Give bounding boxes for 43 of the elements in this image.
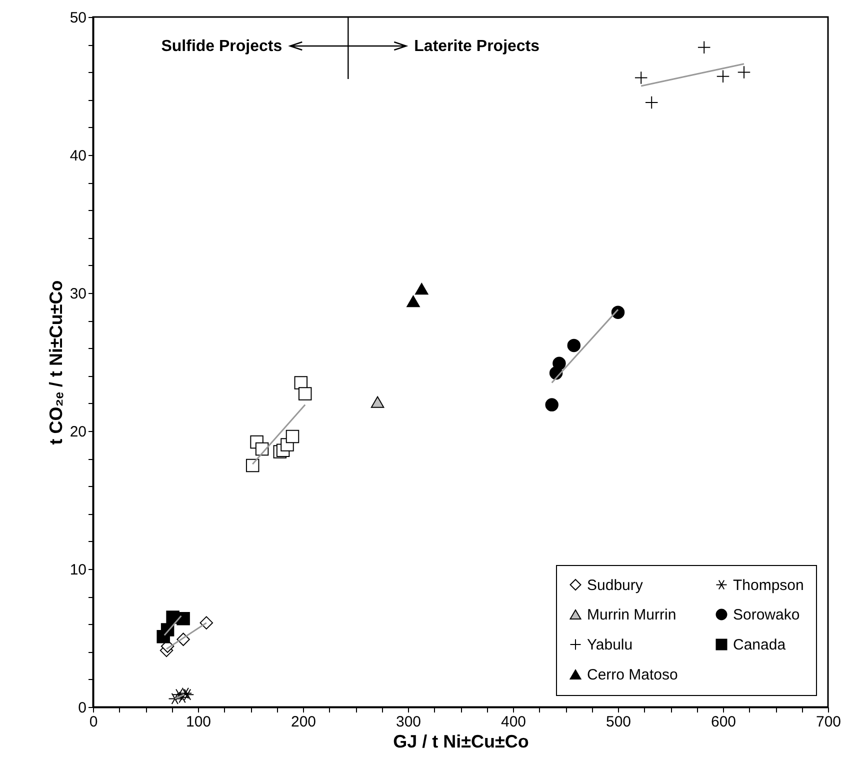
- legend-label: Sorowako: [733, 606, 800, 624]
- point: [697, 40, 711, 54]
- x-axis-title: GJ / t Ni±Cu±Co: [393, 732, 529, 752]
- annotation: Sulfide Projects: [161, 38, 282, 55]
- point: [716, 70, 730, 83]
- y-tick-label: 20: [70, 424, 86, 440]
- point: [552, 356, 566, 370]
- legend-label: Murrin Murrin: [587, 606, 676, 624]
- point: [286, 430, 300, 444]
- point: [406, 295, 420, 308]
- x-tick-label: 400: [500, 714, 526, 730]
- y-tick-label: 40: [70, 148, 86, 164]
- point: [611, 306, 625, 319]
- y-tick-label: 50: [70, 10, 86, 26]
- point: [737, 66, 751, 79]
- legend-label: Cerro Matoso: [587, 666, 678, 684]
- x-tick-label: 500: [606, 714, 632, 730]
- y-tick-label: 30: [70, 286, 86, 302]
- point: [246, 458, 260, 472]
- point: [298, 387, 312, 400]
- point: [200, 616, 214, 630]
- point: [634, 71, 648, 84]
- legend-label: Sudbury: [587, 576, 644, 594]
- legend-label: Yabulu: [587, 636, 633, 654]
- point: [644, 96, 658, 110]
- annotation: Laterite Projects: [414, 38, 540, 55]
- y-tick-label: 10: [70, 562, 86, 578]
- point: [370, 396, 384, 408]
- x-tick-label: 700: [816, 714, 842, 730]
- point: [567, 338, 581, 352]
- point: [415, 283, 428, 295]
- x-tick-label: 600: [710, 714, 736, 730]
- x-tick-label: 300: [396, 714, 422, 730]
- y-tick-label: 0: [78, 700, 86, 716]
- x-tick-label: 100: [186, 714, 212, 730]
- x-tick-label: 200: [290, 714, 316, 730]
- legend-label: Canada: [733, 636, 786, 654]
- point: [545, 398, 558, 412]
- point: [176, 612, 190, 626]
- y-axis-title: t CO₂ₑ / t Ni±Cu±Co: [46, 280, 66, 445]
- x-tick-label: 0: [89, 714, 98, 730]
- legend-label: Thompson: [733, 576, 804, 594]
- point: [176, 692, 189, 704]
